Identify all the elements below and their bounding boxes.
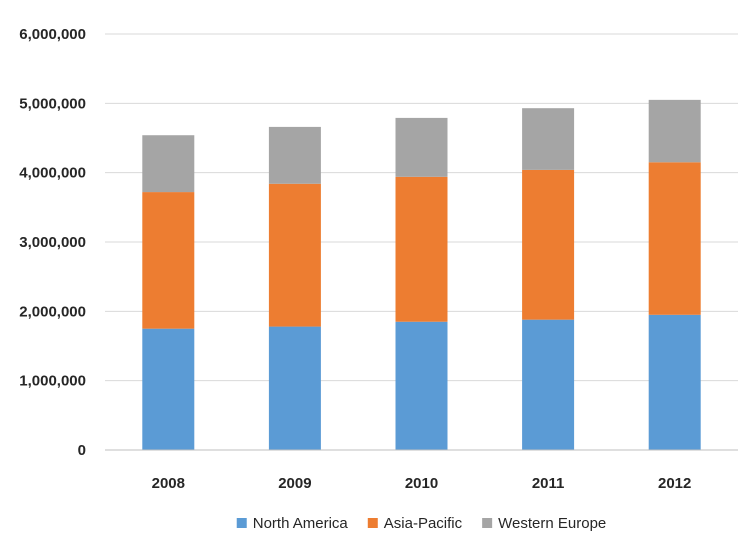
y-tick-label: 1,000,000	[19, 373, 86, 390]
legend: North America Asia-Pacific Western Europe	[236, 515, 606, 532]
bar-2009-western-europe	[268, 126, 321, 184]
legend-label: Asia-Pacific	[384, 515, 463, 532]
legend-item-western-europe: Western Europe	[482, 515, 606, 532]
x-tick-label: 2011	[532, 475, 565, 492]
bar-2009-asia-pacific	[268, 183, 321, 327]
bar-2010-western-europe	[395, 117, 448, 177]
x-tick-label: 2010	[405, 475, 438, 492]
bar-2011-north-america	[522, 319, 575, 450]
y-tick-labels: 0 1,000,000 2,000,000 3,000,000 4,000,000 5,0…	[19, 26, 86, 459]
bar-2012-asia-pacific	[648, 162, 701, 315]
legend-label: North America	[253, 515, 349, 532]
bar-2012-north-america	[648, 314, 701, 450]
legend-swatch	[236, 518, 247, 528]
bar-2012-western-europe	[648, 99, 701, 163]
bar-2010-asia-pacific	[395, 176, 448, 322]
bar-2011-western-europe	[522, 108, 575, 170]
legend-swatch	[367, 518, 378, 528]
y-tick-label: 5,000,000	[19, 95, 86, 112]
bar-2008-asia-pacific	[142, 192, 195, 329]
y-tick-label: 3,000,000	[19, 234, 86, 251]
bar-2008-north-america	[142, 328, 195, 450]
y-tick-label: 6,000,000	[19, 26, 86, 43]
bar-2009-north-america	[268, 326, 321, 450]
legend-label: Western Europe	[498, 515, 606, 532]
bar-2010-north-america	[395, 321, 448, 450]
x-tick-label: 2009	[278, 475, 311, 492]
bar-2011-asia-pacific	[522, 169, 575, 320]
legend-item-north-america: North America	[236, 515, 349, 532]
y-tick-label: 4,000,000	[19, 165, 86, 182]
legend-item-asia-pacific: Asia-Pacific	[367, 515, 463, 532]
x-tick-label: 2012	[658, 475, 691, 492]
y-tick-label: 2,000,000	[19, 303, 86, 320]
bars	[142, 99, 701, 450]
y-tick-label: 0	[78, 442, 86, 459]
x-tick-labels: 2008 2009 2010 2011 2012	[152, 475, 692, 492]
x-tick-label: 2008	[152, 475, 185, 492]
bar-2008-western-europe	[142, 135, 195, 193]
legend-swatch	[482, 518, 493, 528]
